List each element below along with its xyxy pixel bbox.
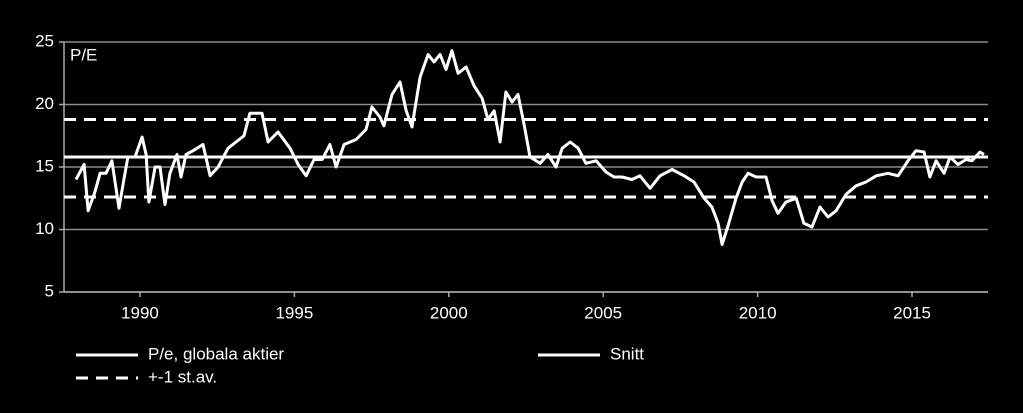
legend-label: P/e, globala aktier	[148, 344, 284, 363]
x-tick-label: 1990	[121, 303, 159, 322]
series-line	[74, 49, 985, 246]
x-tick-label: 2015	[893, 303, 931, 322]
y-tick-label: 15	[35, 156, 54, 175]
y-tick-label: 10	[35, 219, 54, 238]
x-tick-label: 2005	[584, 303, 622, 322]
annotation: P/E	[70, 45, 97, 64]
legend-label: +-1 st.av.	[148, 367, 217, 386]
x-tick-label: 1995	[275, 303, 313, 322]
y-tick-label: 5	[45, 281, 54, 300]
x-tick-label: 2000	[430, 303, 468, 322]
x-tick-label: 2010	[739, 303, 777, 322]
legend-label: Snitt	[610, 344, 644, 363]
y-tick-label: 25	[35, 31, 54, 50]
y-tick-label: 20	[35, 94, 54, 113]
